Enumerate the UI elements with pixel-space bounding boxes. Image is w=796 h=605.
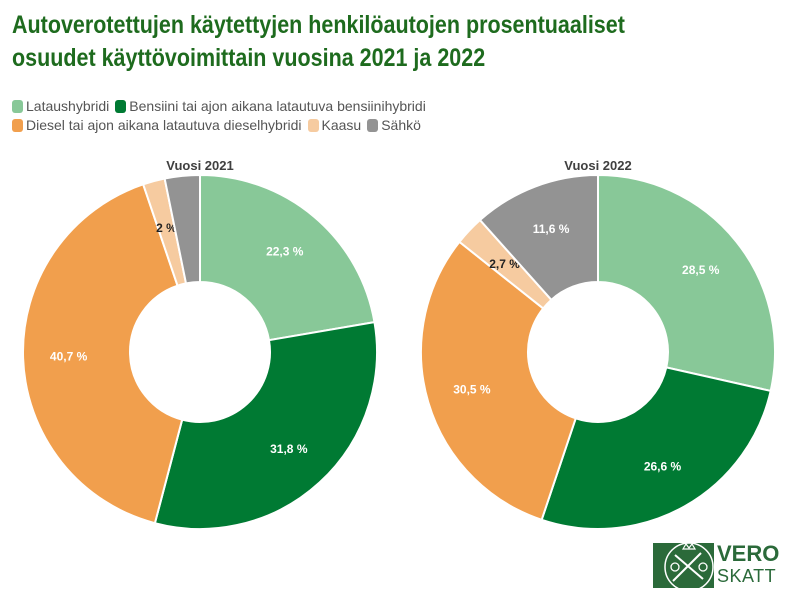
legend-swatch (307, 119, 319, 132)
legend-swatch (115, 100, 127, 113)
logo-text-vero: VERO (717, 541, 780, 566)
title-line-2: osuudet käyttövoimittain vuosina 2021 ja… (12, 44, 486, 72)
chart-title: Autoverotettujen käytettyjen henkilöauto… (12, 9, 683, 75)
legend-swatch (367, 119, 379, 132)
legend-item-diesel: Diesel tai ajon aikana latautuva dieselh… (12, 116, 302, 135)
donut-slice-diesel (22, 183, 184, 525)
data-label-lataushybridi: 22,3 % (266, 244, 304, 258)
donut-title: Vuosi 2021 (166, 158, 233, 173)
donut-title: Vuosi 2022 (564, 158, 631, 173)
legend-swatch (12, 100, 23, 113)
donut-slice-bensiini (153, 320, 378, 530)
donut-slice-lataushybridi (199, 173, 376, 342)
donut-slice-sahko (478, 173, 599, 302)
legend-label: Bensiini tai ajon aikana latautuva bensi… (129, 98, 426, 114)
donut-slice-bensiini (540, 366, 772, 530)
vero-skatt-logo: VERO SKATT (653, 543, 786, 588)
legend-item-sahko: Sähkö (367, 116, 421, 135)
legend-label: Sähkö (381, 117, 421, 133)
legend: Lataushybridi Bensiini tai ajon aikana l… (12, 97, 432, 135)
legend-swatch (12, 119, 23, 132)
legend-label: Lataushybridi (26, 98, 110, 114)
data-label-bensiini: 31,8 % (270, 442, 308, 456)
donut-slice-sahko (163, 173, 201, 285)
legend-item-kaasu: Kaasu (307, 116, 362, 135)
legend-label: Kaasu (321, 117, 362, 133)
legend-item-bensiini: Bensiini tai ajon aikana latautuva bensi… (115, 97, 426, 116)
logo-emblem-icon (653, 543, 714, 588)
legend-item-lataushybridi: Lataushybridi (12, 97, 109, 116)
logo-text-skatt: SKATT (717, 566, 777, 586)
donut-slice-lataushybridi (597, 173, 776, 393)
data-label-diesel: 30,5 % (453, 382, 491, 396)
title-line-1: Autoverotettujen käytettyjen henkilöauto… (12, 11, 625, 39)
data-label-kaasu: 2 % (156, 221, 177, 235)
donut-slice-diesel (420, 240, 577, 522)
data-label-lataushybridi: 28,5 % (682, 263, 720, 277)
data-label-kaasu: 2,7 % (489, 257, 520, 271)
data-label-bensiini: 26,6 % (644, 460, 682, 474)
data-label-sahko: 11,6 % (533, 222, 570, 236)
data-label-diesel: 40,7 % (50, 350, 88, 364)
legend-label: Diesel tai ajon aikana latautuva dieselh… (26, 117, 302, 133)
